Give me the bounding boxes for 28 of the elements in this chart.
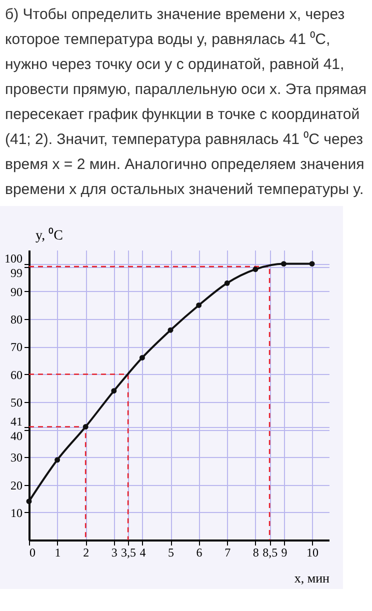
y-tick-label: 40 bbox=[10, 429, 22, 444]
x-tick-label: 1 bbox=[54, 546, 61, 560]
x-tick-label: 6 bbox=[196, 546, 202, 560]
chart-title: б) Чтобы определить значение времени x, через которое температура воды y, равнялась 41 ⁰С, нужно через точку оси y с ординатой, равной 41, провести прямую, параллельную оси x. Эта прямая пересекает график функции в точке с координатой (41; 2). Значит, температура равнялась 41 ⁰С через время x = 2 мин. Аналогично определяем значения времени x для остальных значений температуры y. bbox=[4, 5, 368, 200]
x-tick-label: 5 bbox=[168, 546, 174, 560]
x-tick-label: 8 bbox=[252, 546, 259, 560]
y-tick-label: 41 bbox=[10, 414, 22, 428]
x-tick-label: 9 bbox=[281, 546, 288, 560]
x-tick-label: 0 bbox=[30, 546, 36, 560]
x-tick-label: 3,5 bbox=[121, 546, 136, 560]
x-tick-label: 8,5 bbox=[262, 546, 278, 560]
y-tick-label: 10 bbox=[10, 506, 22, 520]
y-tick-label: 80 bbox=[10, 312, 22, 327]
y-tick-label: 30 bbox=[10, 450, 22, 465]
y-tick-label: 70 bbox=[10, 340, 22, 354]
x-tick-label: 4 bbox=[140, 546, 146, 560]
y-tick-label: 60 bbox=[10, 368, 22, 382]
x-tick-label: 10 bbox=[306, 546, 319, 560]
y-tick-label: 100 bbox=[4, 251, 22, 266]
y-tick-label: 90 bbox=[10, 284, 22, 299]
x-tick-label: 3 bbox=[111, 546, 118, 560]
y-tick-label: 50 bbox=[10, 395, 22, 410]
x-tick-label: 2 bbox=[83, 546, 90, 560]
y-tick-label: 99 bbox=[10, 266, 22, 280]
y-tick-label: 20 bbox=[10, 478, 22, 492]
x-axis-title: x, мин bbox=[294, 570, 330, 586]
y-axis-title: y, ⁰C bbox=[36, 228, 63, 244]
x-tick-label: 7 bbox=[224, 546, 231, 560]
